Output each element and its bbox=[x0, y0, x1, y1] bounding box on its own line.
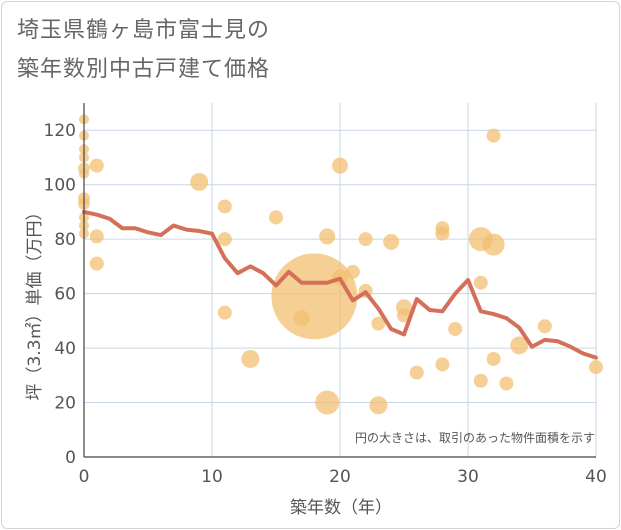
y-tick-label: 80 bbox=[54, 230, 76, 250]
trend-line-layer bbox=[82, 209, 598, 360]
x-tick-label: 0 bbox=[79, 467, 90, 487]
data-point bbox=[383, 233, 400, 250]
data-point bbox=[358, 232, 373, 247]
x-tick-label: 20 bbox=[329, 467, 351, 487]
axes: 0 20 40 60 80 100 120 0 10 20 30 40 bbox=[44, 103, 607, 487]
data-point bbox=[271, 253, 358, 340]
chart-title-line1: 埼玉県鶴ヶ島市富士見の bbox=[17, 18, 271, 43]
size-note: 円の大きさは、取引のあった物件面積を示す bbox=[355, 430, 595, 445]
data-point bbox=[89, 229, 104, 244]
data-point bbox=[537, 319, 552, 334]
y-tick-label: 100 bbox=[44, 176, 76, 196]
data-point bbox=[409, 365, 424, 380]
data-point bbox=[448, 322, 463, 337]
bubble-layer bbox=[78, 114, 603, 415]
y-tick-label: 120 bbox=[44, 121, 76, 141]
data-point bbox=[241, 349, 260, 368]
data-point bbox=[589, 360, 603, 375]
x-tick-label: 10 bbox=[201, 467, 223, 487]
data-point bbox=[217, 232, 232, 247]
data-point bbox=[217, 199, 232, 214]
data-point bbox=[473, 275, 488, 290]
data-point bbox=[217, 305, 232, 320]
x-axis-title: 築年数（年） bbox=[290, 498, 392, 518]
y-tick-label: 0 bbox=[65, 448, 76, 468]
trend-line bbox=[82, 209, 598, 360]
x-tick-label: 30 bbox=[457, 467, 479, 487]
data-point bbox=[486, 128, 501, 143]
data-point bbox=[269, 210, 283, 225]
y-tick-label: 40 bbox=[54, 339, 76, 359]
data-point bbox=[482, 233, 505, 256]
data-point bbox=[435, 226, 450, 241]
y-tick-label: 60 bbox=[54, 285, 76, 305]
data-point bbox=[486, 351, 501, 366]
data-point bbox=[190, 172, 209, 191]
data-point bbox=[371, 316, 386, 331]
data-point bbox=[89, 256, 104, 271]
data-point bbox=[397, 308, 411, 323]
data-point bbox=[345, 264, 360, 279]
chart-title-line2: 築年数別中古戸建て価格 bbox=[17, 57, 271, 82]
data-point bbox=[369, 396, 388, 415]
x-tick-label: 40 bbox=[585, 467, 607, 487]
data-point bbox=[499, 376, 514, 391]
y-axis-title: 坪（3.3㎡）単価（万円） bbox=[25, 203, 45, 400]
data-point bbox=[319, 228, 336, 245]
data-point bbox=[332, 157, 348, 174]
data-point bbox=[435, 357, 450, 372]
data-point bbox=[315, 390, 340, 415]
data-point bbox=[473, 373, 488, 388]
y-tick-label: 20 bbox=[54, 394, 76, 414]
data-point bbox=[89, 158, 104, 173]
data-point bbox=[510, 336, 529, 355]
